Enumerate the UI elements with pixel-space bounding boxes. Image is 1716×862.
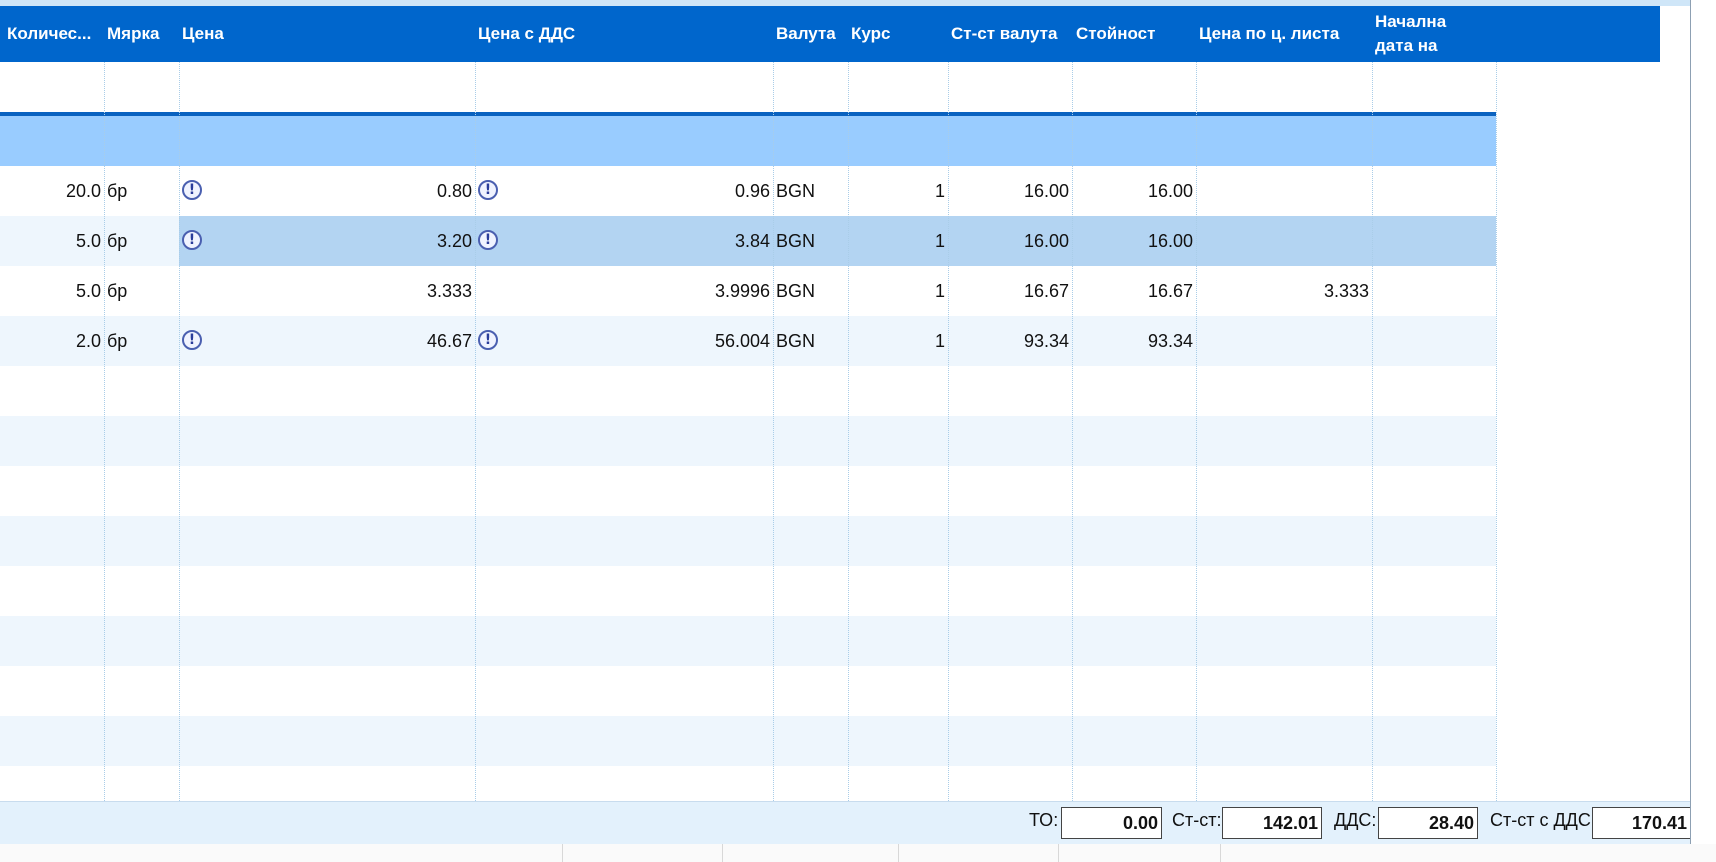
price-vat-cell[interactable]: 56.004 <box>714 330 770 351</box>
column-header-price-vat[interactable]: Цена с ДДС <box>478 24 576 43</box>
price-vat-warning-icon[interactable]: ! <box>478 180 498 200</box>
value-cell[interactable]: 16.00 <box>1147 180 1193 201</box>
start-date-cell[interactable] <box>1372 216 1496 266</box>
start-date-cell[interactable] <box>1372 266 1496 316</box>
column-header-rate[interactable]: Курс <box>851 24 891 43</box>
column-header-value-currency[interactable]: Ст-ст валута <box>951 24 1058 43</box>
price-vat-cell[interactable]: 3.9996 <box>714 280 770 301</box>
price-vat-warning-icon[interactable]: ! <box>478 330 498 350</box>
total-cost-label: Ст-ст: <box>1172 810 1222 830</box>
price-warning-icon[interactable]: ! <box>182 330 202 350</box>
start-date-cell[interactable] <box>1372 166 1496 216</box>
list-price-cell[interactable] <box>1196 316 1372 366</box>
total-to-field: 0.00 <box>1061 807 1162 839</box>
quantity-cell[interactable]: 5.0 <box>75 280 101 301</box>
value-currency-cell[interactable]: 93.34 <box>1023 330 1069 351</box>
items-grid[interactable]: Количес... Мярка Цена Цена с ДДС Валута … <box>0 6 1690 801</box>
table-row[interactable] <box>0 616 1496 666</box>
unit-cell[interactable]: бр <box>107 180 128 201</box>
column-header-quantity[interactable]: Количес... <box>7 24 92 43</box>
table-row[interactable]: 5.0 бр 3.333 3.9996 BGN 1 16.67 16.67 3.333 <box>0 266 1496 316</box>
price-cell[interactable]: 3.333 <box>426 280 472 301</box>
unit-cell[interactable]: бр <box>107 230 128 251</box>
price-cell[interactable]: 46.67 <box>426 330 472 351</box>
column-header-price[interactable]: Цена <box>182 24 224 43</box>
unit-cell[interactable]: бр <box>107 330 128 351</box>
column-divider <box>104 62 105 801</box>
price-cell[interactable]: 3.20 <box>436 230 472 251</box>
rate-cell[interactable]: 1 <box>934 180 945 201</box>
column-divider <box>1196 62 1197 801</box>
value-currency-cell[interactable]: 16.00 <box>1023 230 1069 251</box>
value-cell[interactable]: 16.67 <box>1147 280 1193 301</box>
quantity-cell[interactable]: 20.0 <box>65 180 101 201</box>
unit-cell[interactable]: бр <box>107 280 128 301</box>
total-cost-field: 142.01 <box>1222 807 1322 839</box>
list-price-cell[interactable] <box>1196 166 1372 216</box>
document-grid-window: Количес... Мярка Цена Цена с ДДС Валута … <box>0 0 1691 845</box>
filter-row[interactable] <box>0 62 1496 112</box>
price-vat-cell[interactable]: 0.96 <box>734 180 770 201</box>
currency-cell[interactable]: BGN <box>776 280 816 301</box>
list-price-cell[interactable] <box>1196 216 1372 266</box>
quantity-cell[interactable]: 2.0 <box>75 330 101 351</box>
column-divider <box>773 62 774 801</box>
column-header-currency[interactable]: Валута <box>776 24 836 43</box>
price-vat-warning-icon[interactable]: ! <box>478 230 498 250</box>
value-currency-cell[interactable]: 16.67 <box>1023 280 1069 301</box>
column-divider <box>475 62 476 801</box>
total-vat-field: 28.40 <box>1378 807 1478 839</box>
total-cost-vat-label: Ст-ст с ДДС: <box>1490 810 1596 830</box>
rate-cell[interactable]: 1 <box>934 230 945 251</box>
table-row[interactable] <box>0 666 1496 716</box>
table-row[interactable]: 20.0 бр 0.80 0.96 BGN 1 16.00 16.00!! <box>0 166 1496 216</box>
table-row[interactable] <box>0 716 1496 766</box>
grid-header: Количес... Мярка Цена Цена с ДДС Валута … <box>0 6 1660 62</box>
total-vat-label: ДДС: <box>1334 810 1377 830</box>
table-row[interactable] <box>0 516 1496 566</box>
column-header-unit[interactable]: Мярка <box>107 24 160 43</box>
table-row[interactable]: 5.0 бр 3.20 3.84 BGN 1 16.00 16.00!! <box>0 216 1496 266</box>
table-row[interactable] <box>0 566 1496 616</box>
window-edge <box>1690 0 1691 844</box>
column-header-value[interactable]: Стойност <box>1076 24 1156 43</box>
totals-bar: ТО: 0.00 Ст-ст: 142.01 ДДС: 28.40 Ст-ст … <box>0 801 1690 844</box>
column-header-list-price[interactable]: Цена по ц. листа <box>1199 24 1340 43</box>
currency-cell[interactable]: BGN <box>776 330 816 351</box>
column-divider <box>1496 62 1497 801</box>
price-warning-icon[interactable]: ! <box>182 180 202 200</box>
value-cell[interactable]: 16.00 <box>1147 230 1193 251</box>
list-price-cell[interactable]: 3.333 <box>1323 280 1369 301</box>
table-row[interactable] <box>0 416 1496 466</box>
rate-cell[interactable]: 1 <box>934 280 945 301</box>
start-date-cell[interactable] <box>1372 316 1496 366</box>
currency-cell[interactable]: BGN <box>776 230 816 251</box>
column-header-start-date[interactable]: Начална дата на <box>1375 12 1447 55</box>
top-strip <box>0 0 1690 6</box>
price-vat-cell[interactable]: 3.84 <box>734 230 770 251</box>
group-separator <box>0 112 1496 116</box>
value-currency-cell[interactable]: 16.00 <box>1023 180 1069 201</box>
currency-cell[interactable]: BGN <box>776 180 816 201</box>
column-divider <box>179 62 180 801</box>
total-to-label: ТО: <box>1029 810 1059 830</box>
quantity-cell[interactable]: 5.0 <box>75 230 101 251</box>
column-divider <box>1072 62 1073 801</box>
grid-rows: 20.0 бр 0.80 0.96 BGN 1 16.00 16.00!! 5.0 бр 3.20 3… <box>0 166 1496 801</box>
table-row[interactable] <box>0 466 1496 516</box>
value-cell[interactable]: 93.34 <box>1147 330 1193 351</box>
rate-cell[interactable]: 1 <box>934 330 945 351</box>
column-divider <box>1372 62 1373 801</box>
table-row[interactable] <box>0 766 1496 801</box>
total-cost-vat-field: 170.41 <box>1592 807 1690 839</box>
background-sheet <box>0 844 1716 862</box>
price-cell[interactable]: 0.80 <box>436 180 472 201</box>
table-row[interactable] <box>0 366 1496 416</box>
column-divider <box>848 62 849 801</box>
column-divider <box>948 62 949 801</box>
group-row[interactable] <box>0 116 1496 166</box>
right-margin <box>1691 0 1716 862</box>
price-warning-icon[interactable]: ! <box>182 230 202 250</box>
table-row[interactable]: 2.0 бр 46.67 56.004 BGN 1 93.34 93.34!! <box>0 316 1496 366</box>
